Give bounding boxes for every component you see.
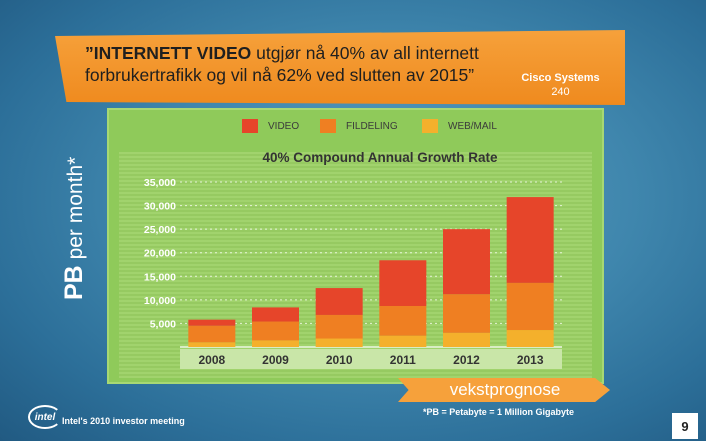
bar-video-2009 (252, 307, 299, 322)
y-axis-label-unit: PB (60, 265, 88, 300)
bar-video-2010 (315, 288, 363, 315)
y-tick-label: 15,000 (144, 271, 176, 283)
legend-swatch-fildeling (320, 119, 336, 133)
x-axis-band (180, 349, 562, 369)
bar-webmail-2012 (443, 332, 490, 347)
y-tick-label: 30,000 (144, 201, 176, 213)
y-tick-label: 35,000 (144, 177, 176, 189)
legend-label-fildeling: FILDELING (346, 120, 398, 132)
intel-logo: intel (28, 405, 62, 429)
bar-webmail-2010 (315, 338, 363, 347)
source-number: 240 (551, 86, 570, 98)
bar-video-2011 (379, 260, 427, 306)
chart-title: 40% Compound Annual Growth Rate (262, 150, 498, 165)
legend-item-webmail: WEB/MAIL (422, 118, 497, 134)
legend-swatch-video (242, 119, 258, 133)
bar-webmail-2011 (379, 335, 427, 347)
source-name: Cisco Systems (521, 72, 600, 84)
bar-fildeling-2012 (443, 294, 490, 333)
quote-body: utgjør nå 40% av all internett forbruker… (85, 43, 479, 85)
x-tick-label: 2011 (390, 353, 416, 367)
legend-item-video: VIDEO (242, 118, 299, 134)
legend-label-video: VIDEO (268, 120, 300, 132)
x-tick-label: 2008 (198, 353, 225, 367)
bar-video-2008 (188, 319, 236, 326)
y-tick-label: 25,000 (144, 224, 176, 236)
x-tick-label: 2010 (326, 353, 353, 367)
y-tick-label: 5,000 (150, 318, 176, 330)
y-tick-label: 10,000 (144, 295, 176, 307)
growth-arrow-label: vekstprognose (449, 380, 561, 399)
legend-item-fildeling: FILDELING (320, 118, 398, 134)
y-axis-label: PB per month* (60, 157, 89, 300)
x-tick-label: 2013 (517, 353, 544, 367)
chart-legend: VIDEO FILDELING WEB/MAIL (0, 118, 706, 134)
bar-video-2013 (506, 197, 554, 283)
bar-video-2012 (443, 229, 490, 295)
y-tick-label: 20,000 (144, 248, 176, 260)
bar-fildeling-2008 (188, 325, 236, 343)
legend-swatch-webmail (422, 119, 438, 133)
growth-arrow (398, 378, 610, 402)
bar-fildeling-2009 (252, 321, 299, 341)
x-tick-label: 2009 (262, 353, 289, 367)
bar-webmail-2013 (506, 330, 554, 347)
quote-banner (55, 30, 625, 105)
x-tick-label: 2012 (453, 353, 480, 367)
legend-label-webmail: WEB/MAIL (448, 120, 497, 132)
bar-fildeling-2011 (379, 305, 427, 336)
quote-text: ”INTERNETT VIDEO utgjør nå 40% av all in… (85, 42, 515, 86)
quote-source: Cisco Systems 240 (513, 71, 608, 99)
page-number: 9 (672, 413, 698, 439)
footnote: *PB = Petabyte = 1 Million Gigabyte (423, 407, 575, 417)
bar-webmail-2008 (188, 342, 236, 347)
y-axis-label-rest: per month* (64, 156, 87, 266)
investor-meeting-text: Intel's 2010 investor meeting (62, 416, 185, 426)
bar-fildeling-2013 (506, 282, 554, 331)
quote-highlight: ”INTERNETT VIDEO (85, 43, 252, 63)
bar-webmail-2009 (252, 340, 299, 347)
bar-fildeling-2010 (315, 314, 363, 339)
